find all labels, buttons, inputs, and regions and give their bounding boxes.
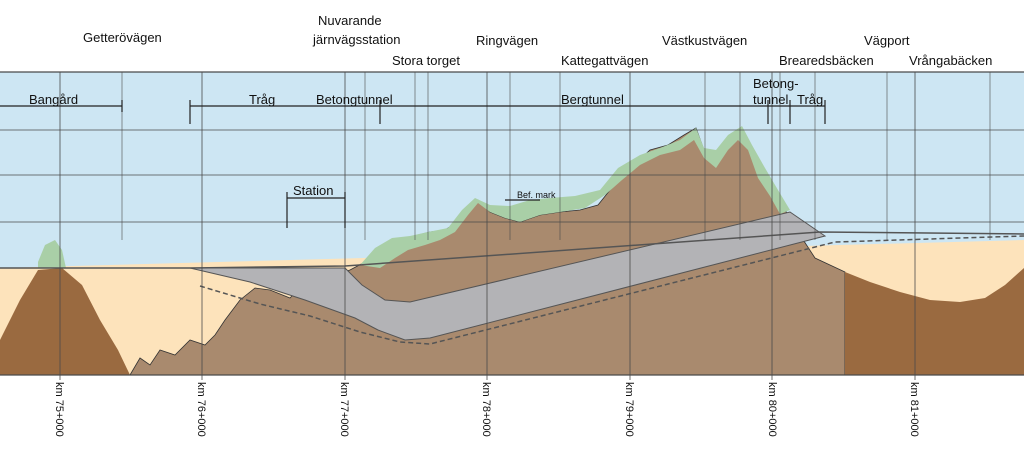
label-vastkustvagen: Västkustvägen — [662, 33, 747, 48]
label-trag-2: Tråg — [797, 92, 823, 107]
vegetation-bangard — [38, 240, 66, 268]
label-betong: Betong- — [753, 76, 799, 91]
bracket-bangard — [0, 100, 123, 112]
label-ringvagen: Ringvägen — [476, 33, 538, 48]
km-label: km 81+000 — [908, 382, 920, 437]
km-label: km 77+000 — [338, 382, 350, 437]
label-bergtunnel: Bergtunnel — [561, 92, 624, 107]
bracket-station — [286, 192, 346, 228]
label-betongtunnel-1: Betongtunnel — [316, 92, 393, 107]
rock-vrangabacken — [845, 268, 1024, 375]
km-label: km 79+000 — [623, 382, 635, 437]
rock-bangard — [0, 268, 130, 375]
label-station: Station — [293, 183, 333, 198]
km-axis: km 75+000 km 76+000 km 77+000 km 78+000 … — [53, 382, 920, 437]
label-nuvarande: Nuvarande — [318, 13, 382, 28]
label-bangard: Bangård — [29, 92, 78, 107]
label-brearedsbacken: Brearedsbäcken — [779, 53, 874, 68]
bracket-trag1 — [189, 100, 305, 124]
tunnel-section — [189, 211, 827, 341]
label-vrangabacken: Vrångabäcken — [909, 53, 992, 68]
grid — [0, 71, 1024, 380]
bracket-bergtunnel — [380, 100, 769, 124]
label-jarnvagsstation: järnvägsstation — [312, 32, 400, 47]
km-label: km 75+000 — [53, 382, 65, 437]
tunnel-lower-boundary — [199, 235, 1024, 345]
label-kattegattvagen: Kattegattvägen — [561, 53, 648, 68]
km-label: km 78+000 — [480, 382, 492, 437]
label-tunnel: tunnel — [753, 92, 789, 107]
km-label: km 76+000 — [195, 382, 207, 437]
label-bef-mark: Bef. mark — [517, 190, 556, 200]
section-brackets — [0, 100, 826, 228]
label-trag-1: Tråg — [249, 92, 275, 107]
bracket-trag2 — [790, 100, 826, 124]
bracket-betongtunnel2 — [768, 100, 791, 124]
label-getterovagen: Getterövägen — [83, 30, 162, 45]
km-label: km 80+000 — [766, 382, 778, 437]
bracket-betongtunnel — [305, 100, 381, 124]
vegetation-layer — [360, 126, 790, 268]
label-vagport: Vägport — [864, 33, 910, 48]
label-stora-torget: Stora torget — [392, 53, 460, 68]
